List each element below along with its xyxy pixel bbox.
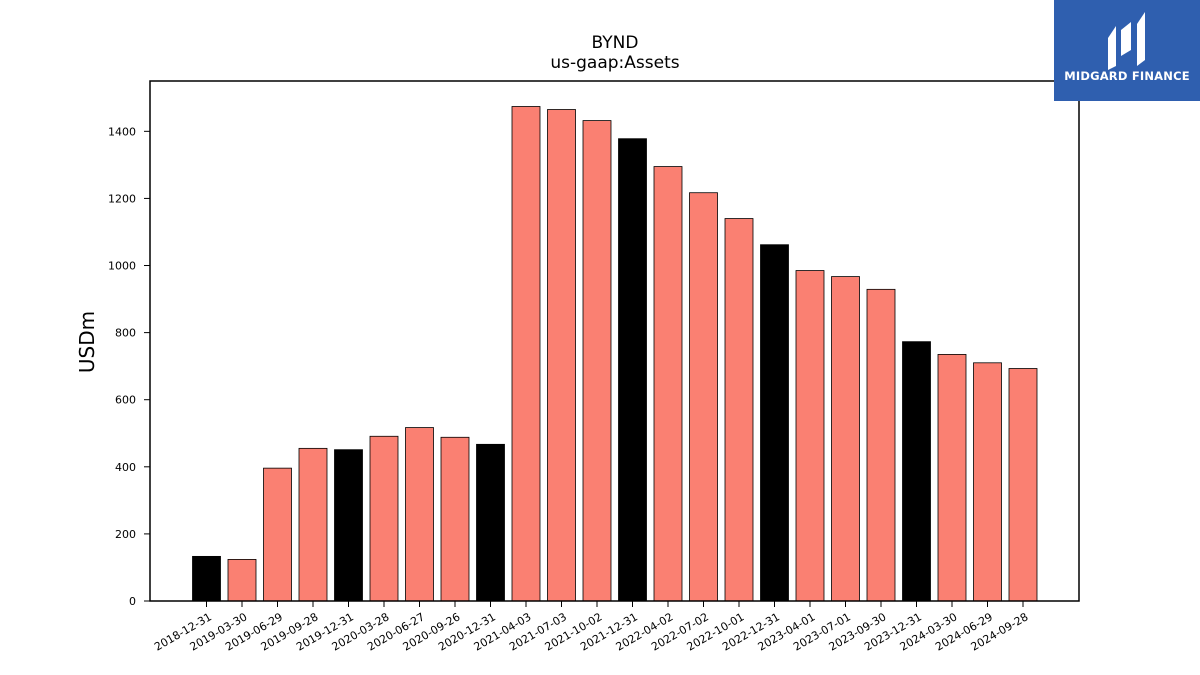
bar-2022-07-02 — [689, 192, 718, 602]
bar-2021-04-03 — [511, 106, 541, 602]
y-tick-label: 0 — [129, 595, 136, 608]
y-tick-label: 1000 — [108, 260, 136, 273]
midgard-logo-icon — [1108, 12, 1145, 70]
y-tick-label: 1400 — [108, 125, 136, 138]
bar-2024-03-30 — [937, 354, 967, 602]
y-axis-label: USDm — [75, 311, 99, 373]
y-tick-label: 1200 — [108, 192, 136, 205]
bar-2023-07-01 — [831, 276, 860, 602]
bar-2019-06-29 — [263, 467, 292, 602]
y-tick-label: 200 — [115, 528, 136, 541]
bar-2023-12-31 — [902, 341, 931, 602]
bar-2019-09-28 — [298, 447, 328, 602]
bar-2021-10-02 — [582, 120, 612, 602]
brand-name: MIDGARD FINANCE — [1064, 69, 1190, 83]
bar-2019-12-31 — [334, 449, 363, 602]
bar-2022-04-02 — [653, 166, 683, 602]
chart-title: BYND — [592, 33, 639, 53]
y-tick-label: 600 — [115, 394, 136, 407]
bar-2018-12-31 — [192, 555, 221, 602]
bar-2020-03-28 — [369, 435, 399, 602]
bar-2022-10-01 — [724, 218, 754, 602]
brand-logo: MIDGARD FINANCE — [1054, 0, 1200, 101]
chart-subtitle: us-gaap:Assets — [550, 53, 679, 73]
bar-2024-06-29 — [973, 362, 1002, 602]
bar-2023-09-30 — [866, 288, 896, 602]
bar-2021-07-03 — [547, 109, 576, 602]
y-tick-label: 800 — [115, 327, 136, 340]
bar-2024-09-28 — [1008, 368, 1038, 602]
bar-2022-12-31 — [760, 244, 789, 602]
y-tick-label: 400 — [115, 461, 136, 474]
bar-2020-06-27 — [405, 427, 434, 602]
bar-2020-12-31 — [476, 443, 505, 602]
plot-frame — [149, 80, 1080, 602]
bar-2020-09-26 — [440, 436, 470, 602]
bar-2021-12-31 — [618, 138, 647, 602]
bar-2019-03-30 — [227, 559, 257, 602]
bar-2023-04-01 — [795, 270, 825, 602]
